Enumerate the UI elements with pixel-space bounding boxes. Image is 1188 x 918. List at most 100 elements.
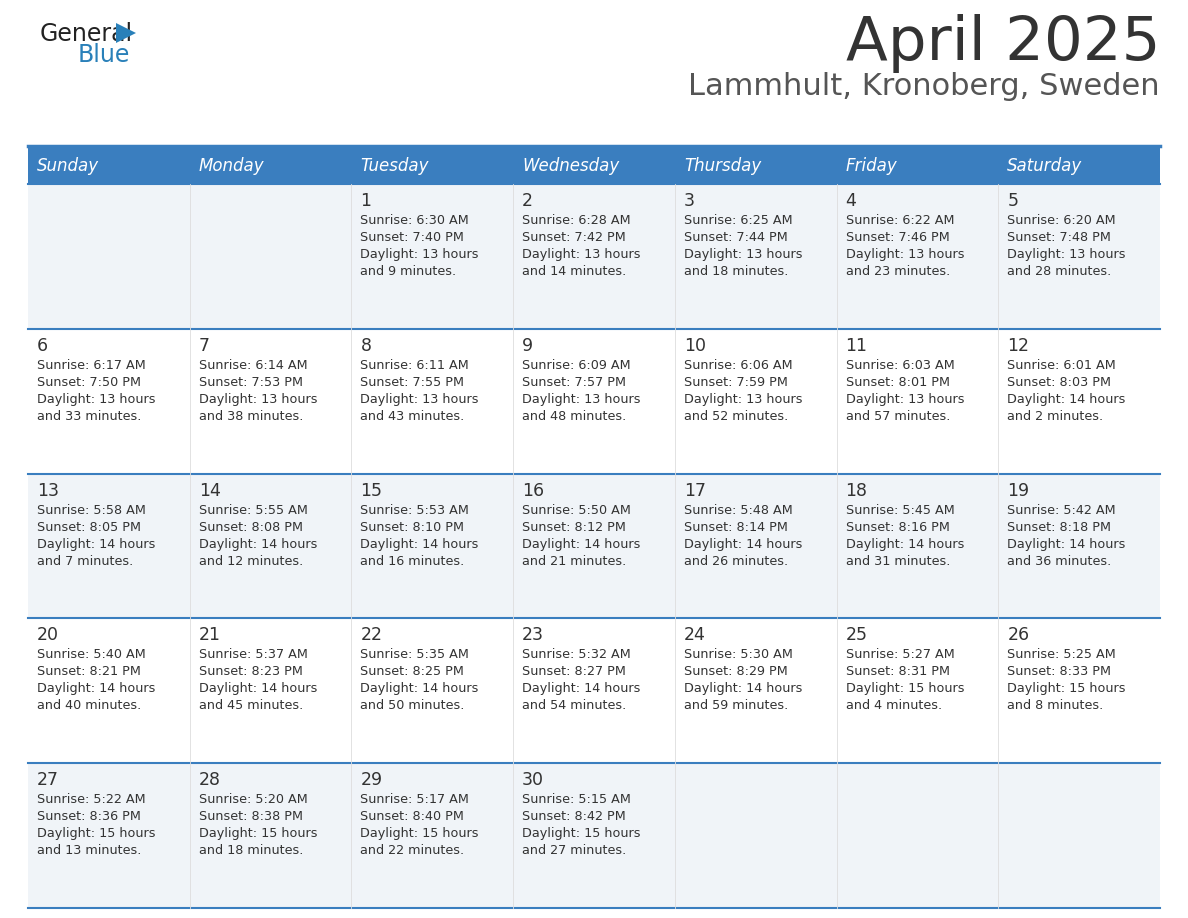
Text: Sunrise: 5:22 AM: Sunrise: 5:22 AM (37, 793, 146, 806)
Text: Sunset: 8:01 PM: Sunset: 8:01 PM (846, 375, 949, 389)
Text: Sunrise: 5:35 AM: Sunrise: 5:35 AM (360, 648, 469, 661)
Text: and 18 minutes.: and 18 minutes. (198, 845, 303, 857)
Text: and 38 minutes.: and 38 minutes. (198, 409, 303, 423)
Text: 25: 25 (846, 626, 867, 644)
Text: Sunrise: 5:42 AM: Sunrise: 5:42 AM (1007, 504, 1116, 517)
Text: and 13 minutes.: and 13 minutes. (37, 845, 141, 857)
Text: 30: 30 (523, 771, 544, 789)
Text: Sunset: 7:42 PM: Sunset: 7:42 PM (523, 231, 626, 244)
Text: and 4 minutes.: and 4 minutes. (846, 700, 942, 712)
Text: Daylight: 13 hours: Daylight: 13 hours (684, 248, 802, 261)
Text: and 18 minutes.: and 18 minutes. (684, 265, 788, 278)
Text: Daylight: 13 hours: Daylight: 13 hours (523, 393, 640, 406)
Text: 16: 16 (523, 482, 544, 499)
Text: Daylight: 13 hours: Daylight: 13 hours (198, 393, 317, 406)
Bar (29, 619, 1159, 763)
Text: and 26 minutes.: and 26 minutes. (684, 554, 788, 567)
Text: Daylight: 13 hours: Daylight: 13 hours (360, 248, 479, 261)
Text: 15: 15 (360, 482, 383, 499)
Text: Sunrise: 6:14 AM: Sunrise: 6:14 AM (198, 359, 308, 372)
Text: Daylight: 13 hours: Daylight: 13 hours (523, 248, 640, 261)
Text: and 12 minutes.: and 12 minutes. (198, 554, 303, 567)
Text: and 14 minutes.: and 14 minutes. (523, 265, 626, 278)
Text: 18: 18 (846, 482, 867, 499)
Text: and 27 minutes.: and 27 minutes. (523, 845, 626, 857)
Text: Friday: Friday (846, 157, 897, 175)
Text: and 59 minutes.: and 59 minutes. (684, 700, 788, 712)
Text: 21: 21 (198, 626, 221, 644)
Text: 19: 19 (1007, 482, 1030, 499)
Text: Sunrise: 5:32 AM: Sunrise: 5:32 AM (523, 648, 631, 661)
Text: Blue: Blue (78, 43, 131, 67)
Polygon shape (116, 23, 135, 43)
Text: Tuesday: Tuesday (360, 157, 429, 175)
Text: Sunrise: 6:01 AM: Sunrise: 6:01 AM (1007, 359, 1116, 372)
Text: and 31 minutes.: and 31 minutes. (846, 554, 950, 567)
Text: Daylight: 14 hours: Daylight: 14 hours (684, 538, 802, 551)
Text: Daylight: 15 hours: Daylight: 15 hours (846, 682, 965, 696)
Text: Thursday: Thursday (684, 157, 762, 175)
Text: Daylight: 13 hours: Daylight: 13 hours (37, 393, 156, 406)
Text: Daylight: 14 hours: Daylight: 14 hours (37, 538, 156, 551)
Text: Sunset: 8:36 PM: Sunset: 8:36 PM (37, 811, 141, 823)
Text: and 23 minutes.: and 23 minutes. (846, 265, 950, 278)
Text: 1: 1 (360, 192, 372, 210)
Text: Sunrise: 5:55 AM: Sunrise: 5:55 AM (198, 504, 308, 517)
Text: Daylight: 14 hours: Daylight: 14 hours (846, 538, 963, 551)
Text: 2: 2 (523, 192, 533, 210)
Text: Sunrise: 5:40 AM: Sunrise: 5:40 AM (37, 648, 146, 661)
Text: Sunrise: 5:17 AM: Sunrise: 5:17 AM (360, 793, 469, 806)
Text: Sunset: 7:44 PM: Sunset: 7:44 PM (684, 231, 788, 244)
Text: and 21 minutes.: and 21 minutes. (523, 554, 626, 567)
Text: Sunset: 8:14 PM: Sunset: 8:14 PM (684, 521, 788, 533)
Text: Sunrise: 6:25 AM: Sunrise: 6:25 AM (684, 214, 792, 227)
Text: and 2 minutes.: and 2 minutes. (1007, 409, 1104, 423)
Text: Sunrise: 5:50 AM: Sunrise: 5:50 AM (523, 504, 631, 517)
Text: and 8 minutes.: and 8 minutes. (1007, 700, 1104, 712)
Text: Daylight: 14 hours: Daylight: 14 hours (198, 682, 317, 696)
Text: Sunset: 7:50 PM: Sunset: 7:50 PM (37, 375, 141, 389)
Text: 26: 26 (1007, 626, 1030, 644)
Text: Sunrise: 5:48 AM: Sunrise: 5:48 AM (684, 504, 792, 517)
Text: and 45 minutes.: and 45 minutes. (198, 700, 303, 712)
Text: Sunset: 8:38 PM: Sunset: 8:38 PM (198, 811, 303, 823)
Bar (29, 184, 1159, 329)
Text: and 33 minutes.: and 33 minutes. (37, 409, 141, 423)
Text: and 28 minutes.: and 28 minutes. (1007, 265, 1112, 278)
Text: Sunset: 7:55 PM: Sunset: 7:55 PM (360, 375, 465, 389)
Text: and 48 minutes.: and 48 minutes. (523, 409, 626, 423)
Text: 22: 22 (360, 626, 383, 644)
Text: Monday: Monday (198, 157, 265, 175)
Text: 13: 13 (37, 482, 59, 499)
Text: Sunrise: 6:17 AM: Sunrise: 6:17 AM (37, 359, 146, 372)
Text: Sunset: 8:33 PM: Sunset: 8:33 PM (1007, 666, 1111, 678)
Text: Sunrise: 5:25 AM: Sunrise: 5:25 AM (1007, 648, 1116, 661)
Text: Sunrise: 6:20 AM: Sunrise: 6:20 AM (1007, 214, 1116, 227)
Text: 7: 7 (198, 337, 210, 354)
Text: Sunrise: 6:06 AM: Sunrise: 6:06 AM (684, 359, 792, 372)
Text: Daylight: 14 hours: Daylight: 14 hours (198, 538, 317, 551)
Text: 20: 20 (37, 626, 59, 644)
Bar (29, 329, 1159, 474)
Text: 8: 8 (360, 337, 372, 354)
Text: Sunrise: 6:28 AM: Sunrise: 6:28 AM (523, 214, 631, 227)
Text: and 9 minutes.: and 9 minutes. (360, 265, 456, 278)
Text: Sunset: 8:03 PM: Sunset: 8:03 PM (1007, 375, 1111, 389)
Text: 3: 3 (684, 192, 695, 210)
Text: and 50 minutes.: and 50 minutes. (360, 700, 465, 712)
Bar (29, 763, 1159, 908)
Text: Sunset: 7:59 PM: Sunset: 7:59 PM (684, 375, 788, 389)
Text: Daylight: 15 hours: Daylight: 15 hours (523, 827, 640, 840)
Text: Daylight: 14 hours: Daylight: 14 hours (523, 538, 640, 551)
Text: 10: 10 (684, 337, 706, 354)
Text: General: General (40, 22, 133, 46)
Text: Sunset: 8:42 PM: Sunset: 8:42 PM (523, 811, 626, 823)
Bar (29, 474, 1159, 619)
Text: Sunset: 7:53 PM: Sunset: 7:53 PM (198, 375, 303, 389)
Text: April 2025: April 2025 (846, 14, 1159, 73)
Text: Sunset: 8:29 PM: Sunset: 8:29 PM (684, 666, 788, 678)
Text: 9: 9 (523, 337, 533, 354)
Text: Sunset: 8:10 PM: Sunset: 8:10 PM (360, 521, 465, 533)
Text: 17: 17 (684, 482, 706, 499)
Text: Sunset: 7:40 PM: Sunset: 7:40 PM (360, 231, 465, 244)
